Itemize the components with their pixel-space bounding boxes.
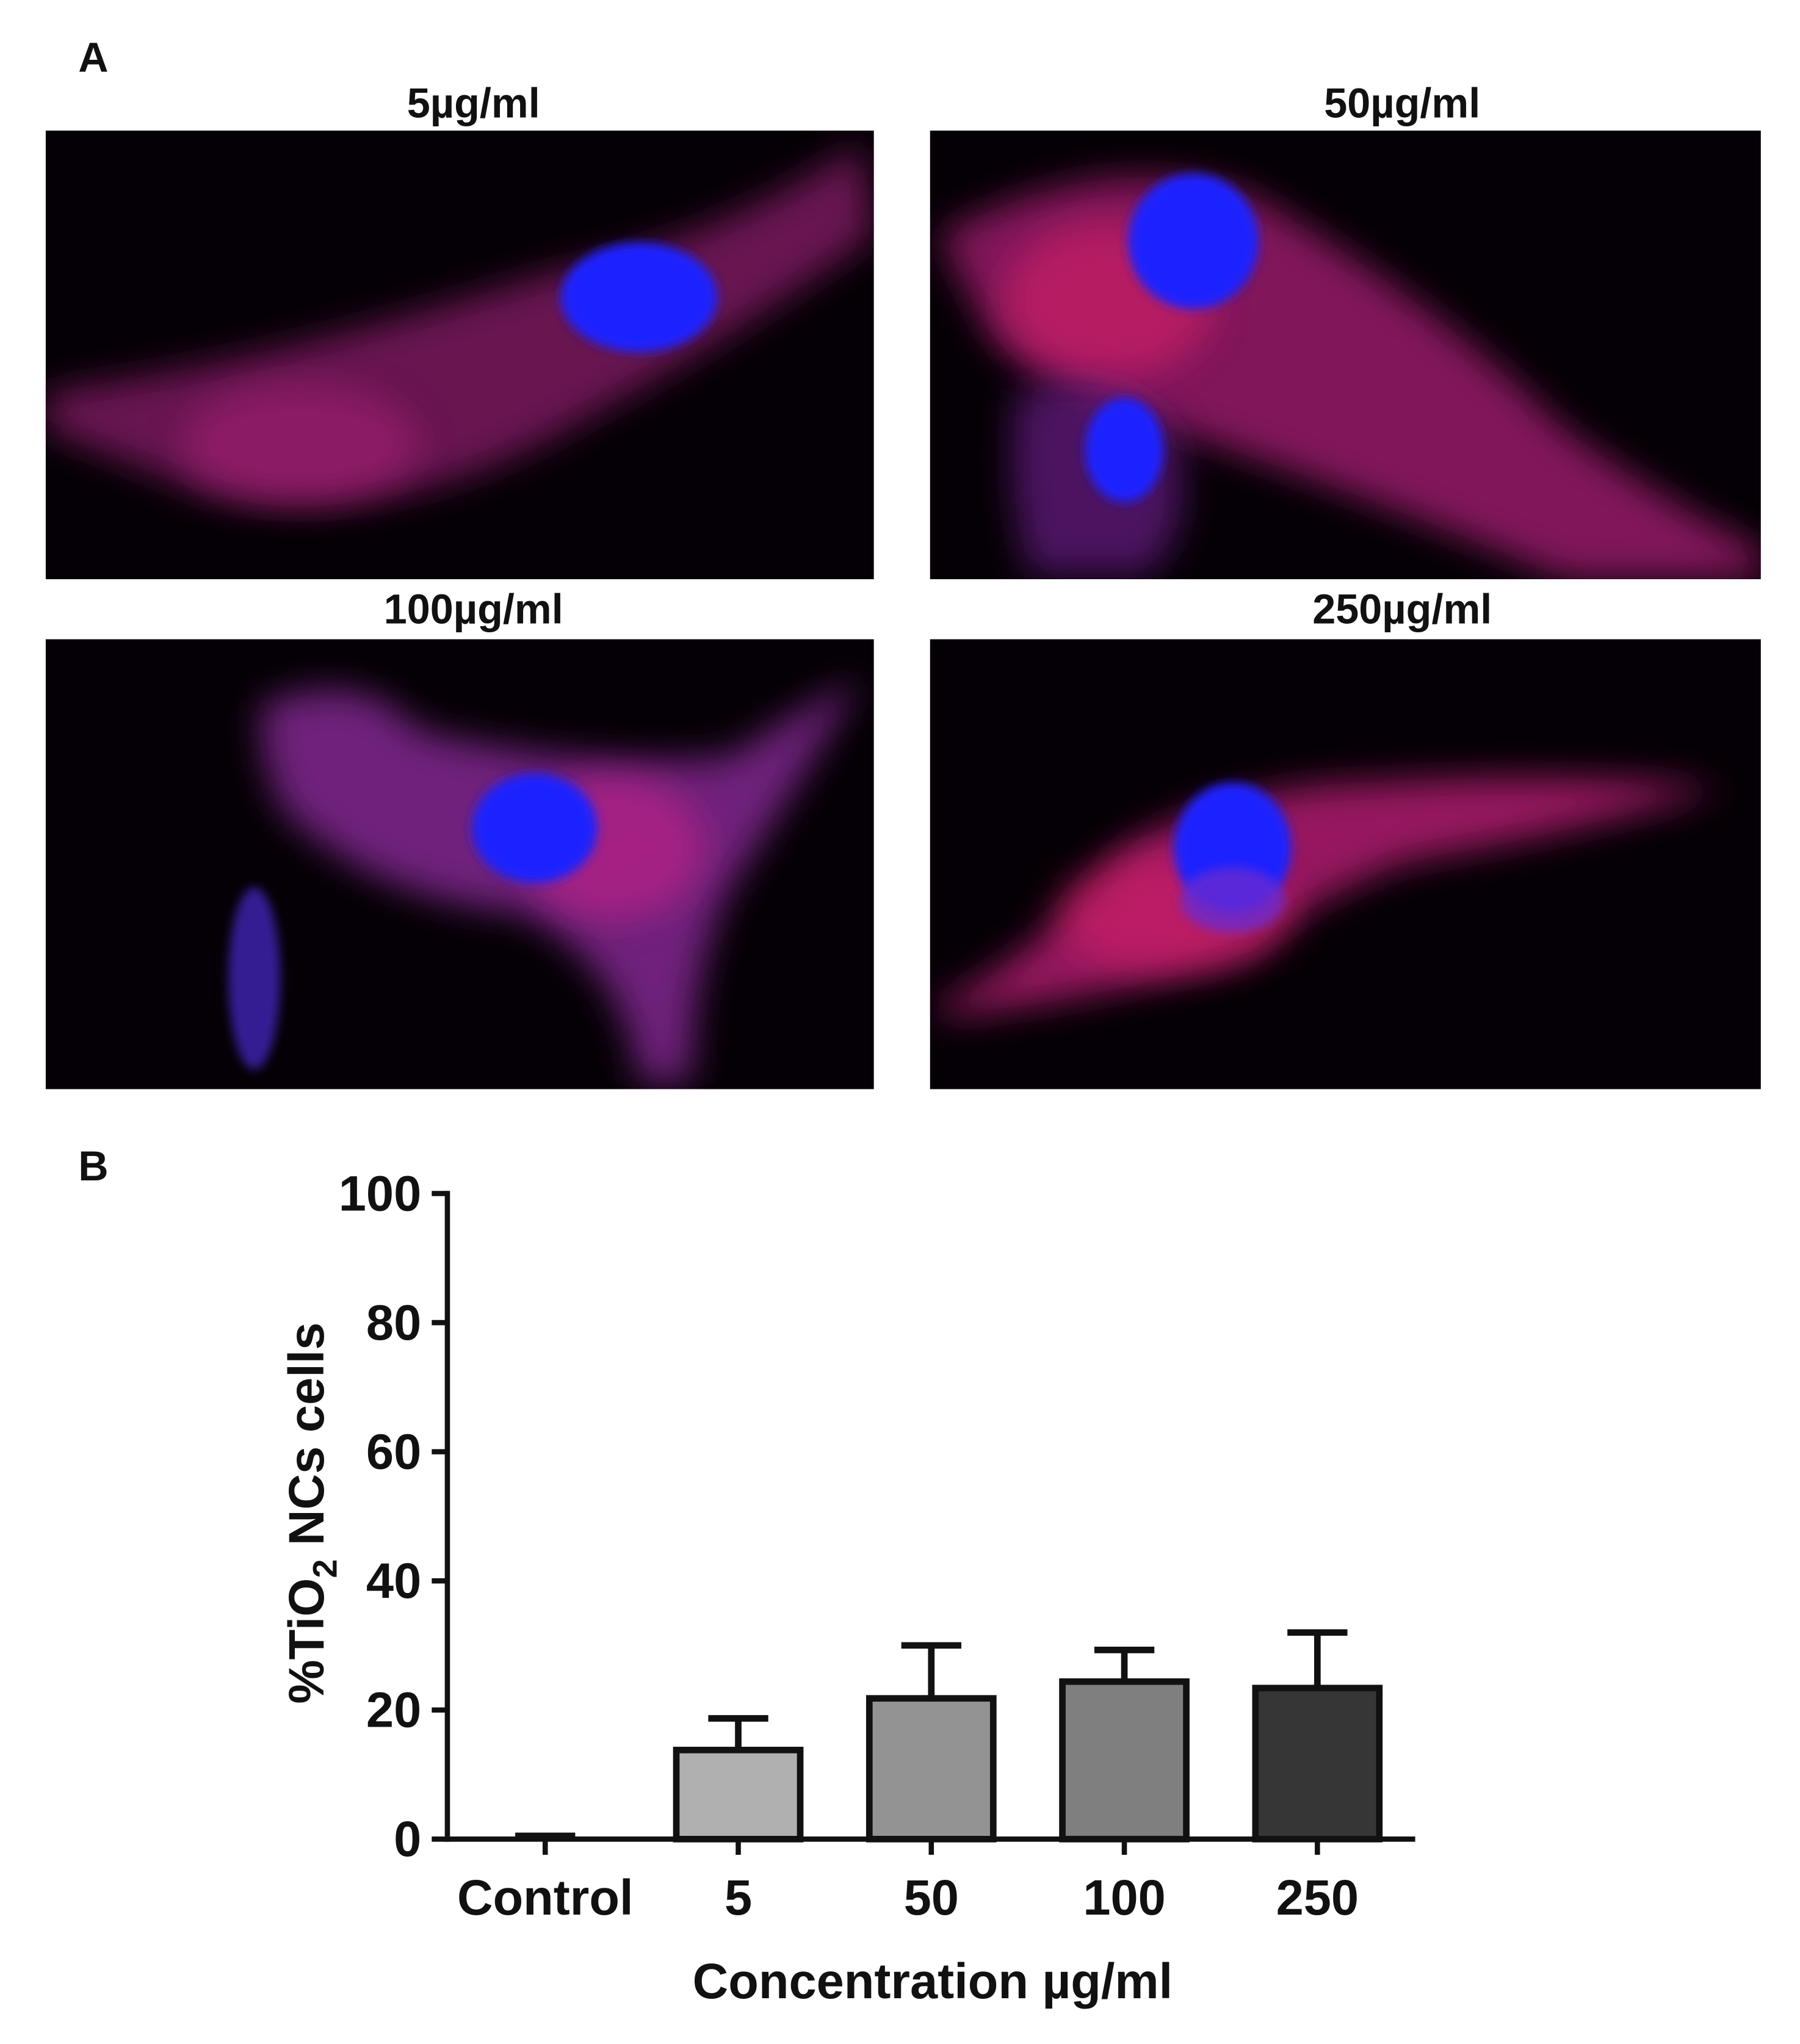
y-tick-label: 100 [339,1166,421,1221]
micrograph [45,639,874,1089]
y-axis-label-part: 2 [306,1559,344,1578]
bar [673,1746,804,1843]
y-tick-label: 20 [366,1683,421,1738]
bar [1252,1685,1383,1843]
x-tick-label: Control [457,1870,634,1926]
y-axis-label: %TiO2 NCs cells [279,1323,344,1704]
micrograph [930,639,1761,1089]
y-tick-label: 0 [394,1811,421,1867]
x-tick-label: 5 [725,1870,752,1926]
image-title: 5µg/ml [407,81,540,127]
image-title: 250µg/ml [1312,587,1492,633]
y-tick-label: 60 [366,1424,421,1479]
panel-label: A [78,35,108,81]
x-axis-label: Concentration µg/ml [693,1954,1173,2009]
y-tick-label: 80 [366,1295,421,1351]
micrograph [930,130,1761,580]
image-title: 100µg/ml [384,587,563,633]
bar-chart: 0 20 40 60 80 100 Control 5 50 100 250 Concentratio… [279,1166,1415,2009]
y-axis-label-part: NCs cells [279,1323,334,1559]
image-title: 50µg/ml [1324,81,1480,127]
micrograph [45,130,874,580]
panel-label: B [78,1143,108,1190]
x-tick-label: 100 [1083,1870,1165,1926]
bar [1059,1678,1190,1843]
x-tick-label: 250 [1276,1870,1359,1926]
y-tick-label: 40 [366,1553,421,1609]
y-axis-label-part: %TiO [279,1578,334,1704]
bar [866,1695,997,1843]
x-tick-label: 50 [904,1870,959,1926]
